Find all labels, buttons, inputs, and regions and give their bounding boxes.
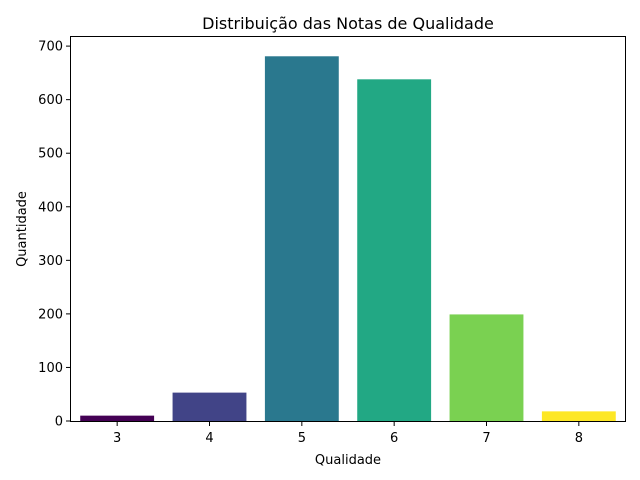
y-tick-label-500: 500 <box>38 147 63 162</box>
x-axis-label: Qualidade <box>315 453 381 468</box>
bars-group <box>80 56 616 421</box>
bar-3 <box>80 415 155 421</box>
y-tick-label-400: 400 <box>38 200 63 215</box>
x-tick-label-6: 6 <box>390 431 398 446</box>
chart-title: Distribuição das Notas de Qualidade <box>202 14 494 33</box>
y-tick-label-300: 300 <box>38 254 63 269</box>
x-tick-label-4: 4 <box>205 431 213 446</box>
bar-4 <box>172 392 247 421</box>
bar-7 <box>449 314 524 421</box>
x-axis-ticks: 3 4 5 6 7 8 <box>113 421 583 446</box>
y-axis-ticks: 0 100 200 300 400 500 600 700 <box>38 40 71 430</box>
y-tick-label-600: 600 <box>38 93 63 108</box>
x-tick-label-7: 7 <box>482 431 490 446</box>
y-tick-label-200: 200 <box>38 307 63 322</box>
y-tick-label-0: 0 <box>55 415 63 430</box>
y-tick-label-100: 100 <box>38 361 63 376</box>
x-tick-label-3: 3 <box>113 431 121 446</box>
plot-frame <box>70 36 626 422</box>
bar-6 <box>357 79 432 421</box>
bar-8 <box>541 411 616 421</box>
x-tick-label-8: 8 <box>575 431 583 446</box>
y-tick-label-700: 700 <box>38 40 63 55</box>
bar-5 <box>264 56 339 421</box>
y-axis-label: Quantidade <box>15 191 30 267</box>
x-tick-label-5: 5 <box>298 431 306 446</box>
